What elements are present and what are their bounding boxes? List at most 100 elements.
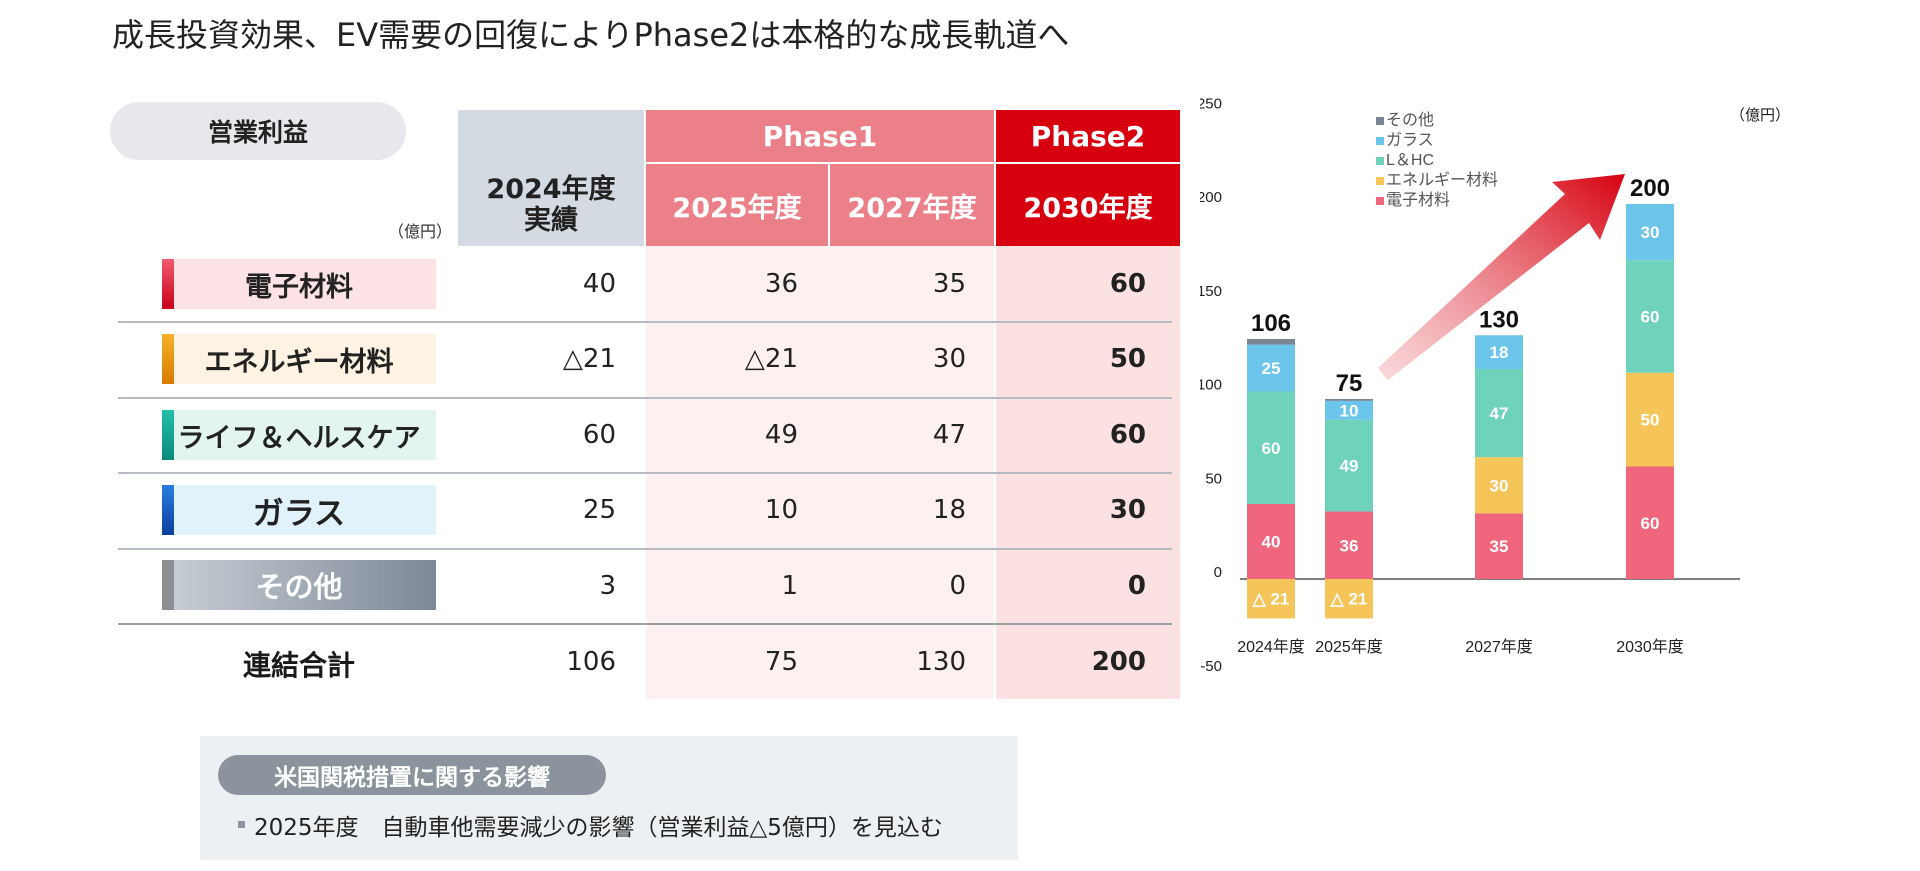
cell-total-2025: 75 [764,647,798,677]
actual-column-header-bg [458,110,644,246]
cell-glass-2024: 25 [582,495,616,525]
bar-segment [1626,260,1674,373]
x-tick-label: 2024年度 [1237,638,1305,656]
category-marker-other [162,560,174,610]
cell-energy-2030: 50 [1109,344,1146,374]
y-tick-label: 0 [1214,564,1222,581]
row-separator [118,321,1172,323]
bar-data-label: 36 [1340,536,1359,555]
category-label-glass: ガラス [162,485,436,535]
growth-arrow [1378,174,1625,380]
cell-other-2024: 3 [599,571,616,601]
bar-segment [1247,339,1295,345]
bar-segment [1475,335,1523,369]
cell-electronic-2027: 35 [932,269,966,299]
cell-electronic-2030: 60 [1109,269,1146,299]
operating-profit-stacked-bar-chart: -50 0 50 100 150 200 250 40 △ 21 60 25 106 2024年度 36 △… [1200,95,1790,675]
bar-data-label: 50 [1641,411,1660,430]
cell-glass-2025: 10 [764,495,798,525]
legend-swatch [1376,137,1384,145]
category-marker-life-healthcare [162,410,174,460]
bar-segment [1475,513,1523,579]
bar-segment [1325,511,1373,579]
cell-life-2027: 47 [932,420,966,450]
chart-unit-label: （億円） [1730,107,1790,124]
cell-total-2027: 130 [916,647,966,677]
category-label-other: その他 [162,560,436,610]
bar-data-label: 18 [1490,343,1509,362]
cell-glass-2027: 18 [932,495,966,525]
total-label: 連結合計 [242,649,355,682]
y-tick-label: 100 [1200,377,1222,394]
tariff-note-text: 2025年度 自動車他需要減少の影響（営業利益△5億円）を見込む [238,808,943,842]
actual-2024-header: 2024年度 実績 [486,174,616,236]
x-tick-label: 2025年度 [1315,638,1383,656]
page-title: 成長投資効果、EV需要の回復によりPhase2は本格的な成長軌道へ [112,16,1070,54]
legend-label: L＆HC [1386,152,1434,169]
table-unit: （億円） [388,222,453,241]
legend-swatch [1376,177,1384,185]
legend-swatch [1376,197,1384,205]
bar-data-label: 47 [1490,404,1509,423]
bar-segment [1247,579,1295,619]
bar-segment [1247,344,1295,392]
legend-swatch [1376,157,1384,165]
cell-energy-2027: 30 [932,344,966,374]
col-2030-header: 2030年度 [996,164,1180,246]
bar-segment [1325,419,1373,512]
bar-total-label: 75 [1336,370,1363,397]
bar-segment [1247,504,1295,579]
legend-label: ガラス [1386,131,1434,149]
category-label-life-healthcare: ライフ＆ヘルスケア [162,410,436,460]
y-tick-label: 250 [1200,95,1222,112]
x-tick-label: 2030年度 [1616,638,1684,656]
col-2025-header: 2025年度 [646,164,828,246]
legend-label: エネルギー材料 [1386,171,1498,189]
legend-swatch [1376,117,1384,125]
cell-glass-2030: 30 [1109,495,1146,525]
cell-total-2030: 200 [1091,647,1146,677]
bar-segment [1626,372,1674,467]
category-marker-electronic [162,259,174,309]
x-tick-label: 2027年度 [1465,638,1533,656]
y-tick-label: 200 [1200,189,1222,206]
cell-other-2025: 1 [781,571,798,601]
bar-segment [1325,579,1373,619]
tariff-note-heading: 米国関税措置に関する影響 [218,755,606,795]
cell-energy-2024: △21 [562,344,616,374]
bar-segment [1247,391,1295,504]
bar-segment [1626,466,1674,579]
row-separator [118,548,1172,550]
y-tick-label: -50 [1200,658,1222,675]
cell-life-2025: 49 [764,420,798,450]
bar-segment [1475,457,1523,514]
bar-data-label: 30 [1641,223,1660,242]
bar-total-label: 200 [1630,175,1670,202]
col-2027-header: 2027年度 [830,164,994,246]
category-marker-energy [162,334,174,384]
cell-electronic-2024: 40 [582,269,616,299]
bar-total-label: 130 [1479,306,1519,333]
bar-data-label: △ 21 [1330,590,1368,609]
bar-data-label: 49 [1340,457,1359,476]
category-marker-glass [162,485,174,535]
bar-total-label: 106 [1251,310,1291,337]
cell-other-2030: 0 [1127,571,1146,601]
bar-segment [1325,400,1373,420]
bar-data-label: 35 [1490,537,1509,556]
bar-segment [1475,369,1523,458]
bar-data-label: △ 21 [1252,590,1290,609]
cell-total-2024: 106 [566,647,616,677]
bar-segment [1626,204,1674,261]
bullet-icon [238,821,245,828]
legend-label: その他 [1386,111,1434,129]
category-label-energy: エネルギー材料 [162,334,436,384]
bar-data-label: 25 [1262,359,1281,378]
bar-data-label: 10 [1340,401,1359,420]
cell-life-2024: 60 [582,420,616,450]
category-label-electronic: 電子材料 [162,259,436,309]
cell-other-2027: 0 [949,571,966,601]
tariff-note-text-content: 2025年度 自動車他需要減少の影響（営業利益△5億円）を見込む [254,815,943,841]
row-separator [118,472,1172,474]
y-tick-label: 150 [1200,283,1222,300]
